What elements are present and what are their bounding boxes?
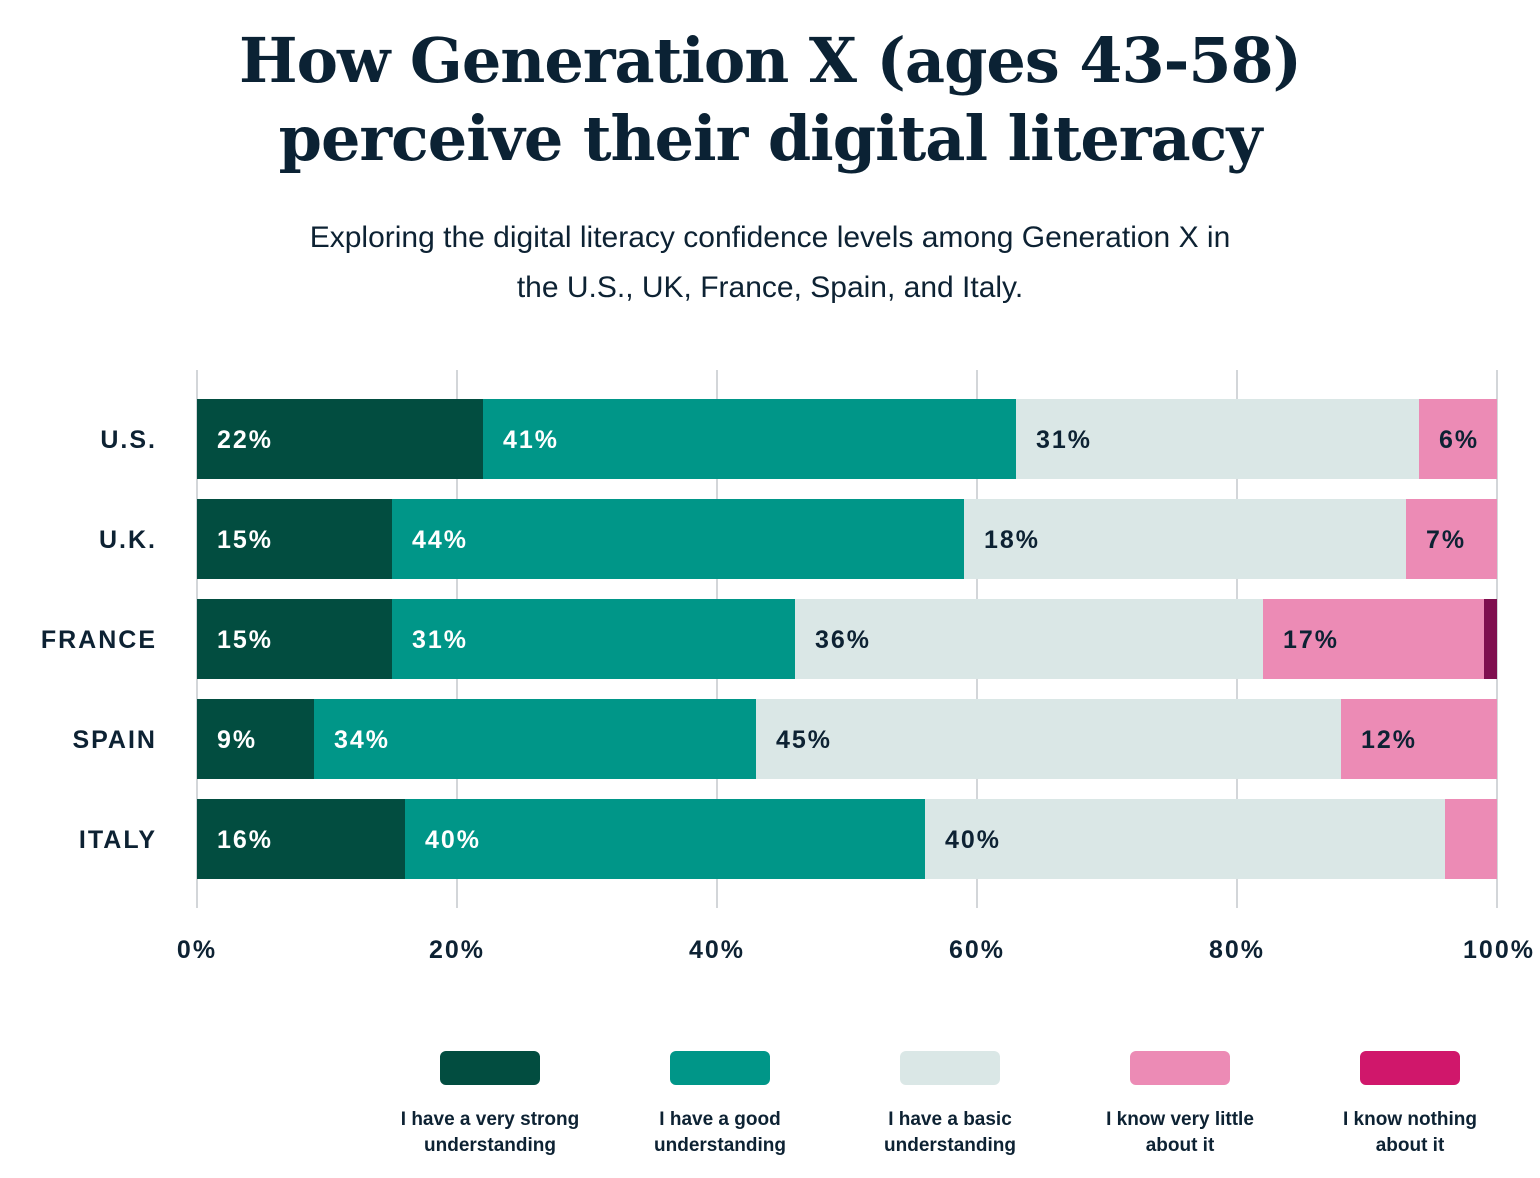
- legend-item: I know very little about it: [1065, 1051, 1295, 1159]
- bar-segment: [1341, 699, 1497, 779]
- legend-label-line: I know nothing: [1342, 1109, 1478, 1130]
- bar-segment: [197, 499, 392, 579]
- title-line-2: perceive their digital literacy: [278, 102, 1263, 175]
- legend-label: I have a very strong understanding: [375, 1107, 605, 1159]
- legend-item: I know nothing about it: [1295, 1051, 1525, 1159]
- legend-item: I have a basic understanding: [835, 1051, 1065, 1159]
- category-label: SPAIN: [72, 726, 157, 754]
- x-tick-label: 80%: [1209, 936, 1265, 964]
- data-label: 6%: [1439, 426, 1479, 454]
- legend-swatch: [670, 1051, 770, 1085]
- bar-segment: [1419, 399, 1497, 479]
- legend-label-line: understanding: [884, 1135, 1016, 1156]
- chart-title: How Generation X (ages 43-58) perceive t…: [0, 22, 1540, 178]
- legend-swatch: [900, 1051, 1000, 1085]
- bar-segment: [1016, 399, 1419, 479]
- data-label: 40%: [945, 826, 1001, 854]
- data-label: 16%: [217, 826, 273, 854]
- bar-segment: [964, 499, 1406, 579]
- bar-segment: [314, 699, 756, 779]
- legend-label: I know nothing about it: [1295, 1107, 1525, 1159]
- legend-label-line: I have a very strong: [400, 1109, 580, 1130]
- data-label: 18%: [984, 526, 1040, 554]
- data-label: 36%: [815, 626, 871, 654]
- bar-segment: [197, 799, 405, 879]
- data-label: 22%: [217, 426, 273, 454]
- data-label: 45%: [776, 726, 832, 754]
- bar-segment: [795, 599, 1263, 679]
- legend-swatch: [1130, 1051, 1230, 1085]
- x-tick-label: 100%: [1463, 936, 1535, 964]
- subtitle-line-2: the U.S., UK, France, Spain, and Italy.: [516, 271, 1024, 304]
- data-label: 31%: [1036, 426, 1092, 454]
- bar-segment: [756, 699, 1341, 779]
- data-label: 44%: [412, 526, 468, 554]
- bar-segment: [1484, 599, 1497, 679]
- category-label: U.S.: [100, 426, 157, 454]
- bar-segment: [197, 699, 314, 779]
- bar-segment: [483, 399, 1016, 479]
- category-label: U.K.: [99, 526, 157, 554]
- legend-label: I know very little about it: [1065, 1107, 1295, 1159]
- bar-segment: [925, 799, 1445, 879]
- x-tick-label: 20%: [429, 936, 485, 964]
- legend-swatch: [1360, 1051, 1460, 1085]
- x-tick-label: 60%: [949, 936, 1005, 964]
- x-tick-label: 0%: [177, 936, 217, 964]
- legend-item: I have a very strong understanding: [375, 1051, 605, 1159]
- legend-label-line: about it: [1145, 1135, 1215, 1156]
- bar-segment: [1445, 799, 1497, 879]
- bar-segment: [197, 399, 483, 479]
- data-label: 15%: [217, 526, 273, 554]
- data-label: 7%: [1426, 526, 1466, 554]
- bar-segment: [392, 599, 795, 679]
- bar-segment: [405, 799, 925, 879]
- category-label: ITALY: [79, 826, 157, 854]
- data-label: 31%: [412, 626, 468, 654]
- data-label: 41%: [503, 426, 559, 454]
- legend-label-line: understanding: [654, 1135, 786, 1156]
- legend-swatch: [440, 1051, 540, 1085]
- data-label: 9%: [217, 726, 257, 754]
- data-label: 12%: [1361, 726, 1417, 754]
- category-label: FRANCE: [41, 626, 157, 654]
- bar-chart: 0% 20% 40% 60% 80% 100% U.S. 22% 41% 31% 6% U.K. 15%…: [41, 370, 1535, 964]
- legend-label-line: I have a basic: [888, 1109, 1012, 1130]
- legend-label-line: understanding: [424, 1135, 556, 1156]
- data-label: 40%: [425, 826, 481, 854]
- data-label: 34%: [334, 726, 390, 754]
- legend-label-line: about it: [1375, 1135, 1445, 1156]
- bar-segment: [392, 499, 964, 579]
- chart-subtitle: Exploring the digital literacy confidenc…: [0, 213, 1540, 313]
- bar-segment: [1406, 499, 1497, 579]
- legend-item: I have a good understanding: [605, 1051, 835, 1159]
- legend-label: I have a basic understanding: [835, 1107, 1065, 1159]
- data-label: 15%: [217, 626, 273, 654]
- bar-segment: [1263, 599, 1484, 679]
- legend-label-line: I know very little: [1106, 1109, 1254, 1130]
- bar-segment: [197, 599, 392, 679]
- data-label: 17%: [1283, 626, 1339, 654]
- legend-label: I have a good understanding: [605, 1107, 835, 1159]
- title-line-1: How Generation X (ages 43-58): [239, 24, 1302, 97]
- subtitle-line-1: Exploring the digital literacy confidenc…: [309, 221, 1231, 254]
- x-tick-label: 40%: [689, 936, 745, 964]
- legend-label-line: I have a good: [659, 1109, 781, 1130]
